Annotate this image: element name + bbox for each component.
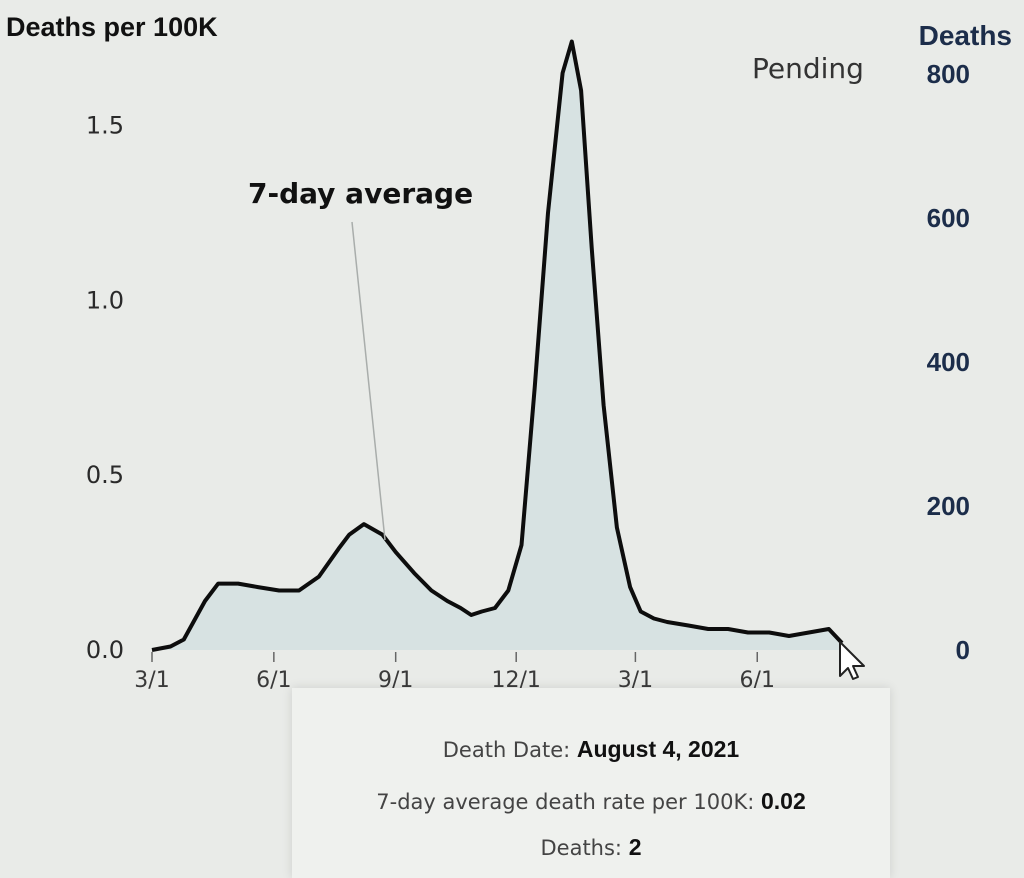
tooltip-deaths-row: Deaths: 2: [292, 834, 890, 861]
annotation-leader-line: [351, 221, 386, 541]
right-tick-label: 800: [927, 59, 970, 89]
left-axis-title: Deaths per 100K: [6, 12, 218, 42]
left-axis-ticks: 0.0 0.5 1.0 1.5: [86, 111, 124, 664]
deaths-chart: Deaths per 100K Deaths Pending 0.0 0.5 1.0…: [6, 12, 1012, 693]
series-line: [151, 39, 844, 652]
pending-label: Pending: [752, 52, 864, 85]
tooltip-date-value: August 4, 2021: [576, 736, 740, 762]
hover-tooltip: Death Date: August 4, 2021 7-day average…: [292, 688, 890, 878]
tooltip-date-row: Death Date: August 4, 2021: [292, 736, 890, 763]
right-tick-label: 600: [927, 203, 970, 233]
tooltip-rate-label: 7-day average death rate per 100K:: [376, 790, 755, 814]
tooltip-date-label: Death Date:: [442, 738, 571, 762]
left-tick-label: 1.5: [86, 111, 124, 139]
series-area-fill: [152, 41, 842, 650]
x-tick-label: 6/1: [256, 668, 291, 693]
mouse-cursor-icon: [839, 641, 865, 680]
x-tick-label: 3/1: [134, 668, 169, 693]
right-axis-ticks: 0 200 400 600 800: [927, 59, 970, 665]
left-tick-label: 0.0: [86, 636, 124, 664]
right-tick-label: 200: [927, 491, 970, 521]
annotation-label: 7-day average: [248, 177, 473, 210]
left-tick-label: 0.5: [86, 461, 124, 489]
tooltip-deaths-value: 2: [628, 834, 642, 860]
right-axis-title: Deaths: [919, 20, 1012, 51]
right-tick-label: 0: [956, 635, 970, 665]
tooltip-deaths-label: Deaths:: [540, 836, 623, 860]
tooltip-rate-row: 7-day average death rate per 100K: 0.02: [292, 788, 890, 815]
right-tick-label: 400: [927, 347, 970, 377]
x-axis-ticks: 3/1 6/1 9/1 12/1 3/1 6/1: [134, 652, 775, 693]
left-tick-label: 1.0: [86, 286, 124, 314]
tooltip-rate-value: 0.02: [760, 788, 806, 814]
